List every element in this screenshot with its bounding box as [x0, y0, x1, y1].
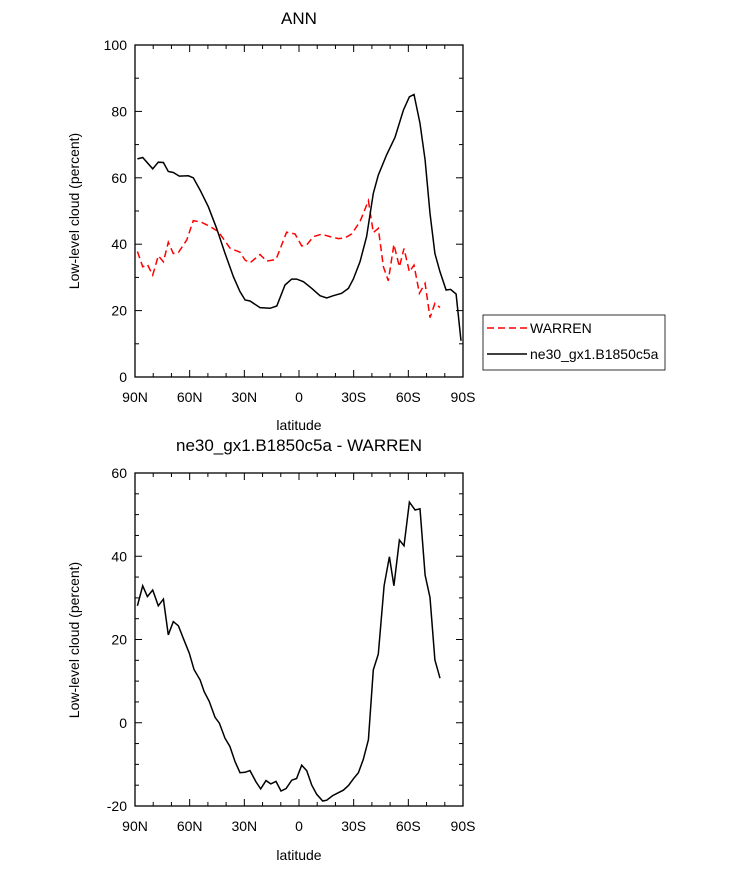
y-tick-label: 60 [111, 170, 127, 186]
x-tick-label: 90S [451, 818, 476, 834]
x-tick-label: 60S [396, 818, 421, 834]
x-axis-label: latitude [276, 417, 321, 433]
x-tick-label: 0 [295, 818, 303, 834]
x-tick-label: 0 [295, 389, 303, 405]
x-tick-label: 90S [451, 389, 476, 405]
y-tick-label: 80 [111, 103, 127, 119]
legend-box [482, 314, 666, 371]
y-axis-label: Low-level cloud (percent) [66, 133, 82, 289]
legend-label-warren: WARREN [530, 320, 592, 336]
y-tick-label: 20 [111, 303, 127, 319]
y-tick-label: -20 [107, 798, 127, 814]
panel-difference: ne30_gx1.B1850c5a - WARREN latitude Low-… [66, 436, 475, 863]
y-tick-label: 40 [111, 548, 127, 564]
x-tick-label: 60N [177, 389, 203, 405]
y-tick-label: 40 [111, 236, 127, 252]
chart-title: ANN [281, 9, 317, 28]
x-tick-label: 60S [396, 389, 421, 405]
chart-title: ne30_gx1.B1850c5a - WARREN [176, 436, 422, 455]
x-tick-label: 30N [231, 389, 257, 405]
x-tick-label: 30S [341, 389, 366, 405]
x-tick-label: 60N [177, 818, 203, 834]
panel-annual-cloud: ANN latitude Low-level cloud (percent) 9… [66, 9, 475, 433]
y-tick-label: 0 [119, 715, 127, 731]
series-line-ne30-gx1-b1850c5a [137, 93, 462, 341]
y-tick-label: 60 [111, 465, 127, 481]
series-line-warren [136, 197, 441, 318]
x-axis-label: latitude [276, 847, 321, 863]
series-line-difference [136, 500, 441, 802]
x-tick-label: 90N [122, 818, 148, 834]
y-tick-label: 20 [111, 632, 127, 648]
x-tick-label: 90N [122, 389, 148, 405]
y-tick-label: 100 [104, 37, 128, 53]
legend: WARREN ne30_gx1.B1850c5a [482, 314, 666, 371]
y-axis-label: Low-level cloud (percent) [66, 562, 82, 718]
x-tick-label: 30N [231, 818, 257, 834]
y-tick-label: 0 [119, 369, 127, 385]
x-tick-label: 30S [341, 818, 366, 834]
legend-label-model: ne30_gx1.B1850c5a [530, 346, 659, 362]
